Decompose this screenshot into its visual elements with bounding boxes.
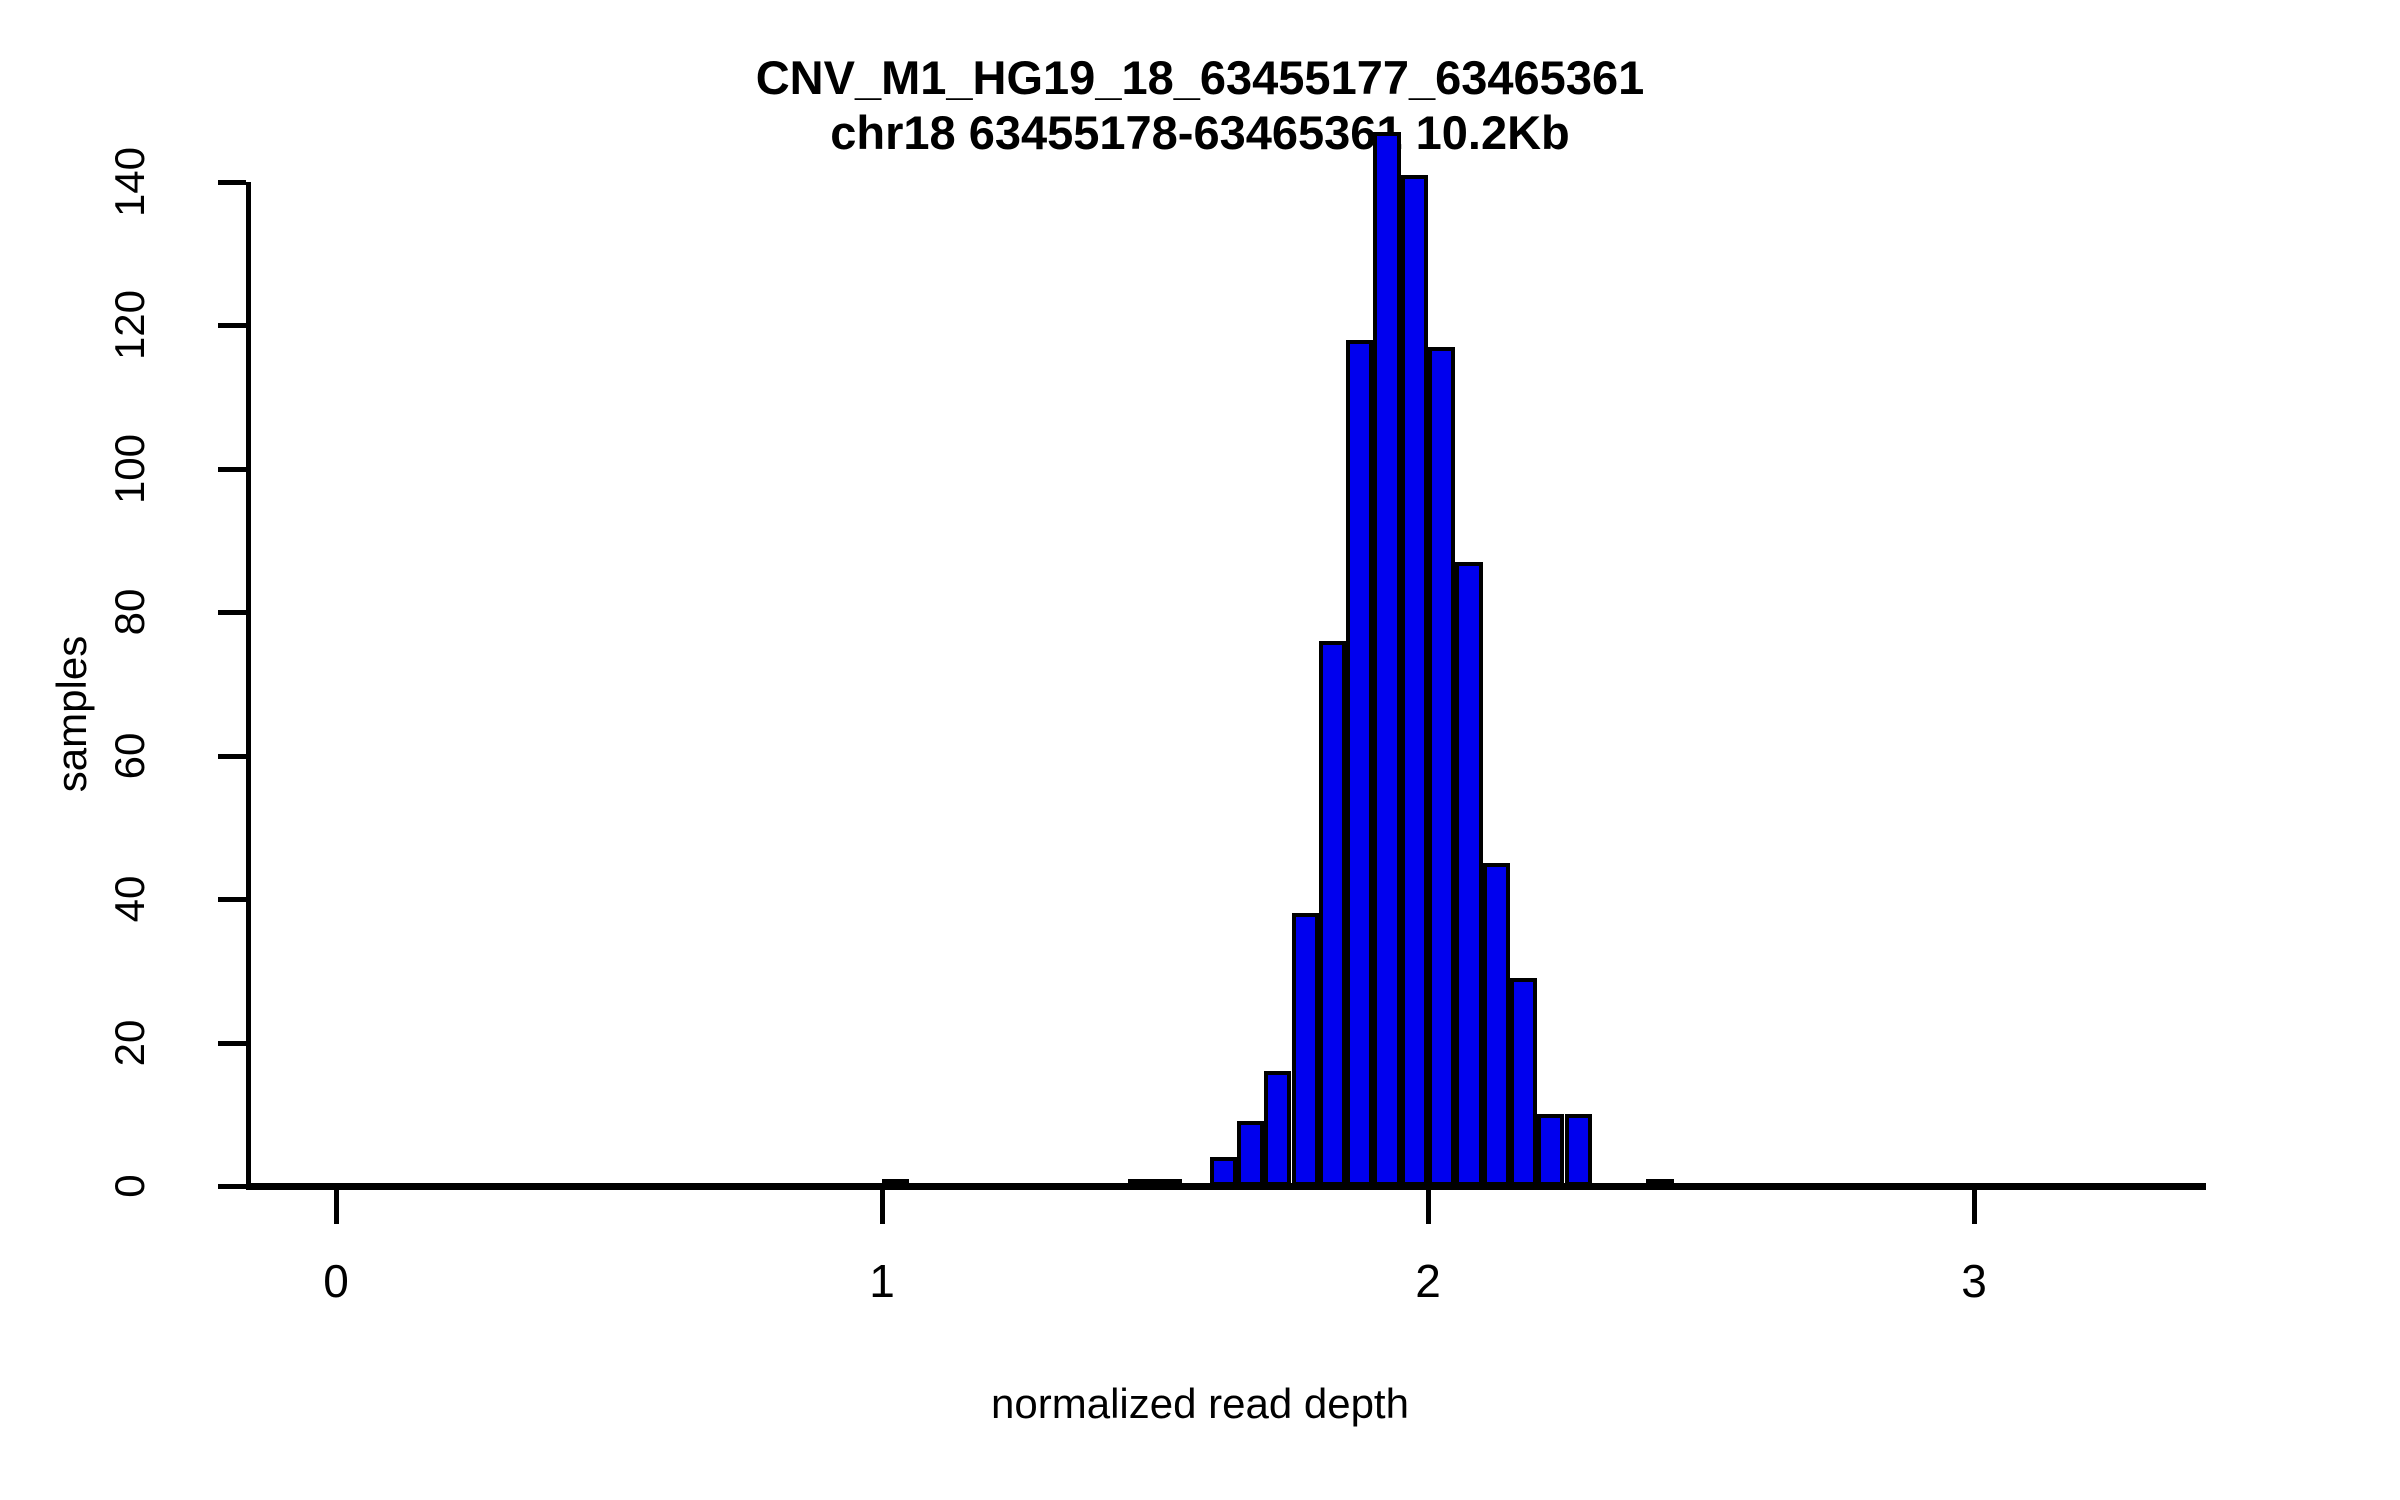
- x-axis-label: normalized read depth: [991, 1380, 1409, 1427]
- histogram-bar: [1509, 978, 1538, 1186]
- histogram-bar: [1236, 1121, 1265, 1186]
- histogram-bar: [1400, 174, 1428, 1186]
- histogram-bar: [1428, 346, 1456, 1186]
- x-axis-line: [246, 1183, 2206, 1190]
- histogram-bar: [1318, 640, 1347, 1186]
- x-axis-tick: [1972, 1190, 1977, 1224]
- y-axis-tick-label: 60: [106, 732, 153, 780]
- y-axis-tick: [218, 753, 246, 759]
- y-axis-label: samples: [48, 635, 95, 793]
- y-axis-tick-label: 140: [106, 146, 153, 218]
- x-axis-tick: [334, 1190, 339, 1224]
- chart-title-line-1: CNV_M1_HG19_18_63455177_63465361: [755, 51, 1645, 104]
- x-axis-tick: [880, 1190, 885, 1224]
- histogram-bar: [1482, 863, 1510, 1186]
- y-axis-tick: [218, 897, 246, 903]
- y-axis-tick: [218, 610, 246, 616]
- histogram-bar: [1455, 562, 1483, 1186]
- y-axis-tick: [218, 323, 246, 329]
- histogram-bar: [1537, 1114, 1565, 1186]
- y-axis-tick-label: 0: [106, 1174, 153, 1198]
- y-axis-tick: [218, 180, 246, 185]
- x-axis-tick-label: 1: [869, 1255, 895, 1307]
- x-axis-tick: [1426, 1190, 1431, 1224]
- histogram-bar: [1373, 131, 1401, 1186]
- histogram-bar: [1346, 339, 1374, 1186]
- y-axis-tick-label: 80: [106, 588, 153, 636]
- y-axis-tick: [218, 1040, 246, 1046]
- chart-title-line-2: chr18 63455178-63465361 10.2Kb: [830, 106, 1570, 160]
- y-axis-line: [246, 182, 251, 1188]
- histogram-bar: [1209, 1157, 1237, 1186]
- y-axis-tick-label: 100: [106, 433, 153, 504]
- x-axis-tick-label: 3: [1961, 1255, 1987, 1307]
- y-axis-tick-label: 120: [106, 290, 153, 361]
- histogram-bar: [1264, 1071, 1292, 1186]
- y-axis-tick: [218, 1184, 246, 1189]
- y-axis-tick: [218, 466, 246, 472]
- histogram-bar: [1564, 1114, 1592, 1186]
- chart-title: CNV_M1_HG19_18_63455177_63465361 chr18 6…: [0, 50, 2400, 161]
- histogram-bar: [1291, 913, 1319, 1186]
- y-axis-tick-label: 40: [106, 875, 153, 923]
- x-axis-tick-label: 0: [323, 1255, 349, 1307]
- y-axis-tick-label: 20: [106, 1019, 153, 1066]
- x-axis-tick-label: 2: [1415, 1255, 1441, 1307]
